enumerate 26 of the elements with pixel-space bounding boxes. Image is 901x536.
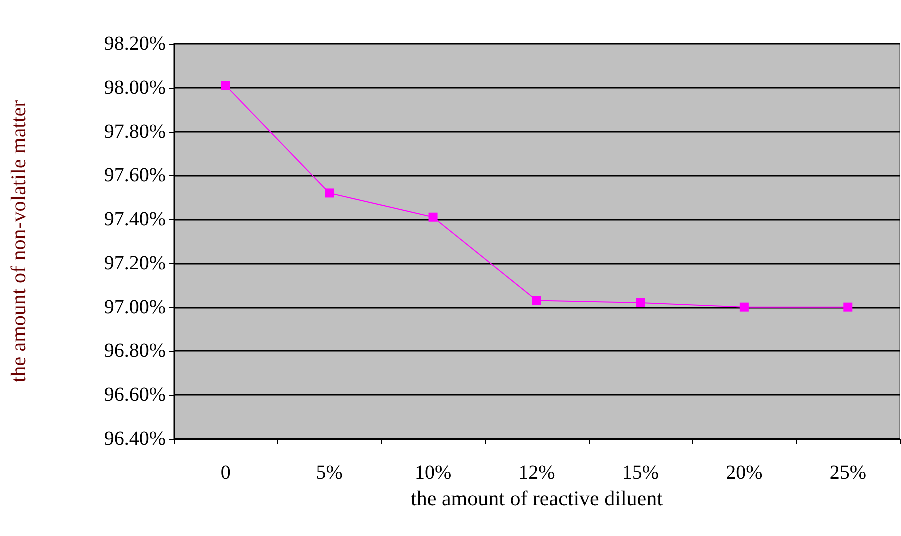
point [221, 81, 230, 90]
y-tick-label: 96.80% [104, 340, 166, 362]
y-tick-label: 97.20% [104, 252, 166, 274]
y-tick-label: 98.20% [104, 33, 166, 55]
point [428, 212, 438, 222]
point [636, 298, 646, 308]
x-tick-label: 15% [622, 462, 660, 484]
y-tick-label: 97.00% [104, 296, 166, 318]
y-tick-label: 96.60% [104, 384, 166, 406]
x-tick-label: 20% [726, 462, 763, 484]
y-tick-label: 98.00% [104, 76, 166, 99]
point [844, 302, 853, 312]
x-tick-label: 5% [316, 462, 343, 484]
y-axis-title: the amount of non-volatile matter [6, 100, 30, 383]
y-tick-label: 97.80% [104, 120, 166, 143]
point [532, 296, 542, 306]
point [325, 188, 334, 198]
y-tick-label: 96.40% [104, 428, 166, 450]
x-tick-label: 10% [414, 462, 452, 484]
point [740, 302, 749, 312]
x-tick-label: 0 [220, 462, 231, 484]
x-tick-label: 12% [518, 462, 556, 484]
y-tick-label: 97.60% [104, 164, 166, 187]
y-tick-label: 97.40% [104, 208, 166, 231]
x-axis-title: the amount of reactive diluent [411, 486, 664, 510]
x-tick-label: 25% [830, 462, 866, 484]
